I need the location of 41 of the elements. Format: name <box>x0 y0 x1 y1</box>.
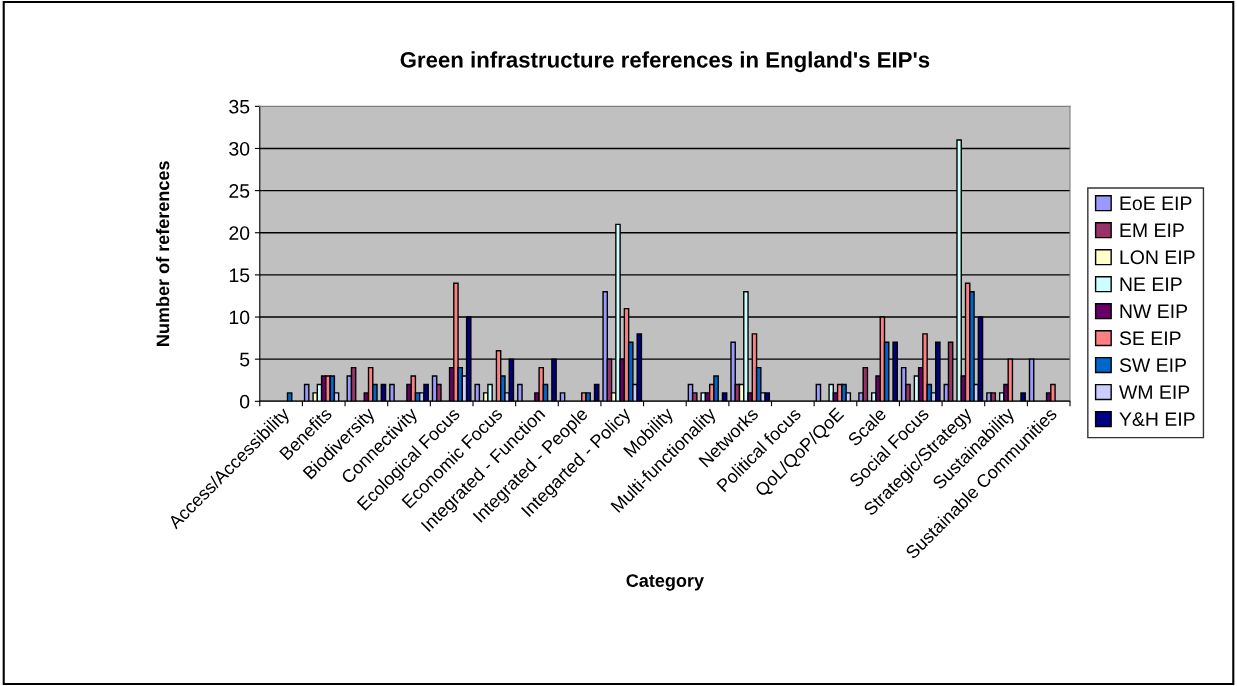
bar <box>410 375 417 402</box>
chart-title: Green infrastructure references in England's EIP's <box>400 51 930 73</box>
legend-label: NE EIP <box>1120 277 1182 291</box>
legend-label: SE EIP <box>1119 331 1181 346</box>
y-tick-label: 10 <box>229 310 250 325</box>
legend-label: EM EIP <box>1120 223 1184 237</box>
bar <box>389 383 395 402</box>
bar <box>303 383 310 402</box>
y-tick-label: 35 <box>229 99 250 114</box>
y-tick-label: 30 <box>229 141 250 156</box>
y-tick-label: 5 <box>240 352 250 367</box>
bar <box>764 392 771 402</box>
bar <box>862 366 869 402</box>
bar <box>517 383 523 402</box>
bar <box>1020 392 1026 402</box>
bar <box>990 392 997 402</box>
y-axis-title: Number of references <box>156 161 170 346</box>
bar <box>423 383 429 402</box>
legend-label: EoE EIP <box>1120 196 1192 211</box>
bar <box>487 383 493 402</box>
bar <box>585 392 591 402</box>
y-tick-label: 25 <box>229 184 250 198</box>
bar <box>713 375 719 402</box>
bar <box>329 375 336 402</box>
y-tick-label: 20 <box>229 226 250 240</box>
legend-label: LON EIP <box>1120 250 1195 265</box>
bar <box>286 392 293 402</box>
bar <box>538 366 545 402</box>
legend-label: Y&H EIP <box>1119 412 1195 426</box>
bar <box>828 383 835 402</box>
legend-label: SW EIP <box>1119 358 1186 373</box>
x-axis-title: Category <box>626 574 704 591</box>
y-tick-label: 15 <box>229 268 250 283</box>
bar <box>721 392 728 402</box>
bar <box>474 383 481 402</box>
legend-label: WM EIP <box>1119 385 1190 399</box>
bar <box>559 392 566 402</box>
y-tick-label: 0 <box>239 394 250 409</box>
bar <box>1050 383 1056 402</box>
bar <box>700 392 707 402</box>
legend-label: NW EIP <box>1120 304 1188 318</box>
